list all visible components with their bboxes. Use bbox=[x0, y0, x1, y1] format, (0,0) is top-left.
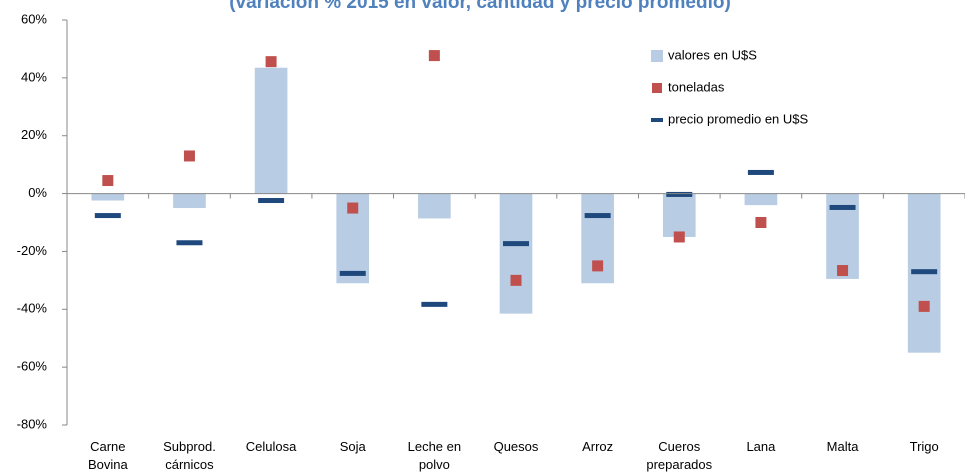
y-tick-label: -80% bbox=[17, 416, 48, 431]
legend-swatch bbox=[651, 50, 663, 62]
bar bbox=[418, 193, 451, 219]
marker bbox=[673, 231, 685, 243]
x-tick-label: Quesos bbox=[494, 439, 539, 454]
x-tick-label: Cueros preparados bbox=[646, 439, 712, 472]
marker bbox=[339, 270, 366, 276]
y-tick-label: -20% bbox=[17, 243, 48, 258]
marker bbox=[747, 169, 774, 175]
legend-swatch bbox=[652, 83, 662, 93]
bar bbox=[254, 67, 288, 194]
bar bbox=[662, 193, 696, 237]
marker bbox=[183, 150, 195, 162]
y-tick-label: -60% bbox=[17, 359, 48, 374]
x-tick-label: Subprod. cárnicos bbox=[163, 439, 216, 472]
marker bbox=[918, 300, 930, 312]
y-tick-label: 40% bbox=[21, 69, 47, 84]
x-tick-label: Celulosa bbox=[246, 439, 297, 454]
y-tick-label: 60% bbox=[21, 11, 47, 26]
bar bbox=[91, 193, 125, 201]
marker bbox=[265, 56, 277, 68]
marker bbox=[428, 50, 440, 62]
x-tick-label: Lana bbox=[746, 439, 776, 454]
x-tick-label: Arroz bbox=[582, 439, 613, 454]
x-tick-label: Soja bbox=[340, 439, 367, 454]
marker bbox=[829, 204, 856, 210]
bar bbox=[173, 193, 206, 209]
marker bbox=[503, 241, 529, 247]
legend-label: precio promedio en U$S bbox=[668, 111, 809, 126]
marker bbox=[421, 301, 448, 307]
marker bbox=[176, 240, 203, 246]
bar bbox=[744, 193, 778, 206]
bar bbox=[499, 193, 533, 314]
marker bbox=[258, 198, 285, 204]
marker bbox=[102, 175, 114, 187]
legend-label: toneladas bbox=[668, 79, 725, 94]
y-tick-label: -40% bbox=[17, 301, 48, 316]
marker bbox=[911, 269, 938, 275]
marker bbox=[510, 274, 522, 286]
x-tick-label: Malta bbox=[827, 439, 860, 454]
marker bbox=[347, 202, 359, 214]
legend-label: valores en U$S bbox=[668, 47, 757, 62]
y-tick-label: 20% bbox=[21, 127, 47, 142]
legend-swatch bbox=[651, 118, 663, 122]
x-tick-label: Carne Bovina bbox=[88, 439, 129, 472]
y-tick-label: 0% bbox=[28, 185, 47, 200]
x-tick-label: Trigo bbox=[910, 439, 939, 454]
marker bbox=[584, 213, 611, 219]
marker bbox=[755, 217, 767, 228]
marker bbox=[837, 265, 849, 277]
marker bbox=[666, 191, 693, 197]
marker bbox=[592, 260, 604, 272]
x-tick-label: Leche en polvo bbox=[408, 439, 462, 472]
marker bbox=[94, 213, 121, 219]
chart-title: (variación % 2015 en valor, cantidad y p… bbox=[229, 0, 731, 13]
